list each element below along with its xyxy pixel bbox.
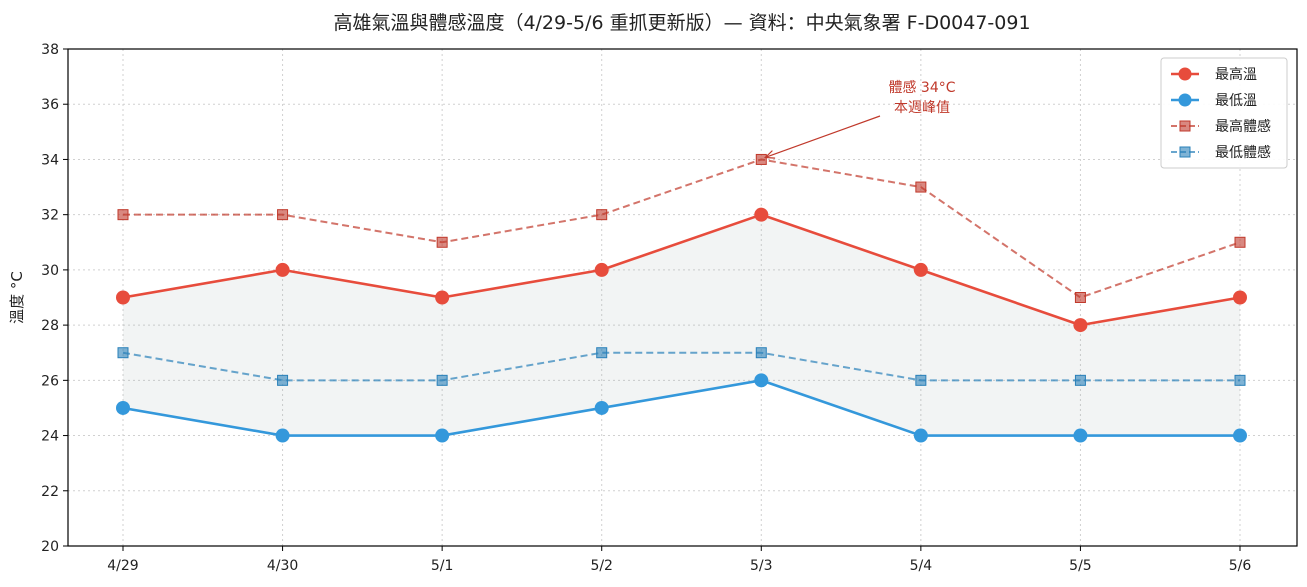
data-point (436, 374, 448, 386)
data-point (275, 428, 290, 443)
data-point (116, 290, 130, 305)
legend-box (1160, 57, 1288, 169)
data-point (277, 374, 289, 386)
legend-entry: 最高體感 (1171, 118, 1271, 135)
data-point (594, 400, 609, 415)
y-axis-label: 溫度 °C (8, 271, 26, 324)
annotation-arrowhead (763, 150, 776, 159)
x-tick-label: 4/30 (267, 558, 298, 574)
data-point (754, 207, 769, 222)
legend-marker (1178, 67, 1192, 81)
series-3 (117, 347, 1246, 386)
series-layer (116, 153, 1247, 443)
y-tick-label: 22 (41, 484, 59, 500)
data-point (755, 347, 767, 359)
annotation-text: 體感 34°C (888, 79, 955, 96)
y-tick-label: 36 (41, 97, 59, 113)
annotation-text: 本週峰值 (894, 100, 950, 116)
data-point (913, 262, 928, 277)
legend-label: 最高溫 (1215, 66, 1257, 83)
x-tick-label: 5/3 (750, 558, 773, 574)
series-line (122, 213, 1241, 327)
data-point (1074, 292, 1086, 303)
data-point (596, 209, 608, 221)
data-point (915, 181, 927, 193)
data-point (915, 374, 927, 386)
annotation-layer: 體感 34°C 本週峰值 (763, 79, 956, 159)
x-tick-label: 5/6 (1229, 558, 1252, 574)
annotation-arrow (765, 115, 881, 159)
y-tick-label: 26 (41, 373, 59, 389)
data-point (117, 347, 129, 359)
chart-title: 高雄氣溫與體感溫度（4/29-5/6 重抓更新版）— 資料：中央氣象署 F-D0… (333, 12, 1030, 34)
y-tick-label: 30 (41, 263, 59, 279)
data-point (435, 428, 450, 443)
y-tick-label: 34 (41, 152, 59, 168)
data-point (275, 262, 290, 277)
x-tick-label: 5/4 (910, 558, 933, 574)
fill-between-area-shape (123, 214, 1240, 436)
data-point (596, 347, 608, 359)
series-line (123, 158, 1241, 299)
series-line (122, 379, 1240, 437)
data-point (1073, 318, 1088, 333)
legend-marker (1179, 120, 1191, 132)
y-axis-ticks: 20 22 24 26 28 30 32 34 36 38 (41, 42, 68, 555)
y-tick-label: 38 (41, 42, 59, 58)
data-point (1234, 374, 1246, 386)
data-point (1234, 236, 1246, 248)
data-point (117, 209, 129, 221)
x-tick-label: 4/29 (107, 558, 138, 574)
legend-label: 最低體感 (1215, 144, 1271, 161)
data-point (594, 262, 609, 277)
data-point (1074, 374, 1086, 386)
x-axis-ticks: 4/29 4/30 5/1 5/2 5/3 5/4 5/5 5/6 (107, 546, 1251, 574)
data-point (1233, 290, 1247, 305)
y-tick-label: 20 (41, 539, 59, 555)
data-point (754, 373, 769, 388)
data-point (435, 290, 450, 305)
legend-marker (1178, 93, 1192, 107)
data-point (1073, 428, 1088, 443)
legend-marker (1179, 146, 1191, 158)
data-point (116, 400, 130, 415)
legend-entry: 最低體感 (1171, 144, 1271, 161)
x-tick-label: 5/5 (1069, 558, 1092, 574)
data-point (1233, 428, 1247, 443)
data-point (755, 153, 767, 165)
series-line (122, 351, 1240, 382)
y-tick-label: 24 (41, 429, 59, 445)
legend-label: 最高體感 (1215, 118, 1271, 135)
y-tick-label: 28 (41, 318, 59, 334)
legend-entry: 最高溫 (1171, 66, 1257, 83)
legend-entry: 最低溫 (1171, 93, 1257, 109)
series-1 (116, 373, 1247, 443)
data-point (277, 209, 289, 221)
plot-frame (67, 48, 1298, 547)
x-tick-label: 5/1 (431, 558, 454, 574)
data-point (913, 428, 928, 443)
series-0 (116, 207, 1247, 333)
fill-between-area (123, 214, 1240, 436)
x-tick-label: 5/2 (590, 558, 613, 574)
y-tick-label: 32 (41, 208, 59, 224)
data-point (436, 236, 448, 248)
legend-label: 最低溫 (1215, 93, 1257, 109)
series-2 (117, 153, 1246, 303)
